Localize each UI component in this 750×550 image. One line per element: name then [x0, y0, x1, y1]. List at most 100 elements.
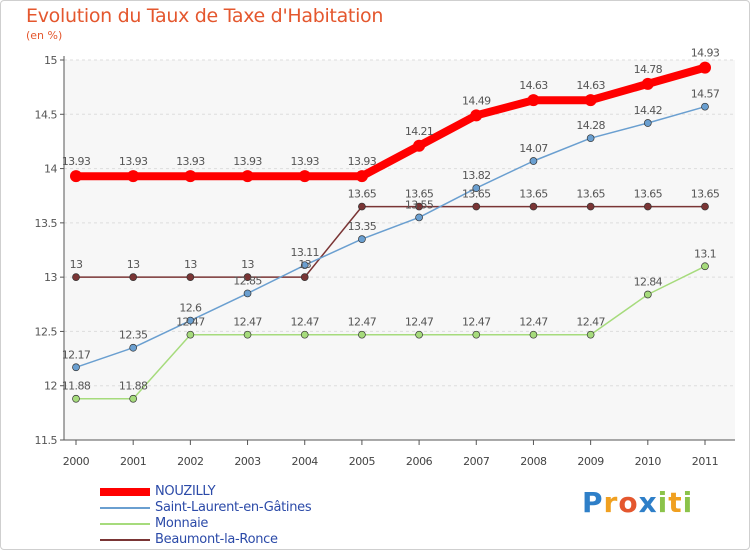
data-label: 12.47 [233, 316, 262, 329]
data-point [72, 394, 80, 403]
x-tick-label: 2004 [292, 455, 319, 468]
data-label: 13.65 [405, 188, 434, 201]
series-line [75, 265, 706, 400]
data-point [586, 330, 595, 339]
data-point [300, 261, 309, 270]
data-point [300, 273, 309, 281]
data-label: 11.88 [62, 380, 91, 393]
data-point [186, 316, 195, 325]
y-tick-label: 12.5 [35, 325, 58, 338]
data-point [643, 290, 652, 299]
data-point [358, 330, 366, 339]
data-label: 13.35 [348, 220, 377, 233]
data-point [586, 134, 595, 143]
data-label: 13.93 [62, 155, 91, 168]
data-label: 12.47 [290, 316, 319, 329]
x-tick-label: 2005 [349, 455, 376, 468]
data-point [701, 202, 709, 211]
data-point [413, 139, 426, 152]
data-label: 14.93 [691, 47, 720, 60]
data-point [584, 94, 597, 107]
data-label: 13.93 [348, 155, 377, 168]
data-point [699, 61, 711, 74]
data-point [127, 170, 140, 183]
data-label: 14.63 [576, 79, 605, 92]
data-point [186, 330, 195, 339]
data-point [72, 363, 80, 372]
data-label: 14.57 [691, 88, 720, 101]
x-tick-label: 2001 [120, 455, 146, 468]
data-label: 12.85 [233, 274, 262, 287]
data-point [243, 330, 252, 339]
x-tick-label: 2008 [520, 455, 547, 468]
data-point [643, 119, 652, 127]
data-label: 12.47 [576, 316, 605, 329]
logo-letter: x [638, 486, 658, 519]
data-label: 13.65 [462, 188, 491, 201]
y-tick-label: 13 [44, 271, 57, 284]
logo-letter: i [682, 486, 694, 519]
data-label: 14.42 [634, 104, 663, 117]
y-tick-label: 11.5 [35, 434, 58, 447]
data-point [358, 235, 366, 243]
data-label: 13 [184, 258, 197, 271]
y-tick-label: 13.5 [35, 217, 58, 230]
data-label: 14.21 [405, 125, 434, 138]
data-label: 13 [70, 258, 83, 271]
data-label: 13 [298, 258, 311, 271]
data-point [641, 77, 654, 90]
data-point [184, 170, 197, 183]
data-point [415, 213, 423, 222]
logo-letter: r [603, 486, 619, 519]
data-label: 12.47 [176, 316, 205, 329]
data-label: 13.93 [290, 155, 319, 168]
y-tick-label: 14 [44, 163, 57, 176]
data-label: 13.1 [694, 247, 716, 260]
data-point [243, 273, 252, 281]
data-point [70, 170, 82, 183]
data-label: 13.65 [576, 188, 605, 201]
legend-swatch-nouzilly [100, 488, 150, 496]
data-point [298, 170, 311, 183]
data-label: 13.11 [290, 246, 319, 259]
series-line [75, 105, 706, 369]
data-point [355, 170, 368, 183]
chart-title: Evolution du Taux de Taxe d'Habitation [26, 5, 384, 27]
legend-swatch-monnaie [100, 523, 150, 525]
data-point [527, 94, 540, 107]
data-point [472, 330, 481, 339]
data-label: 13.65 [634, 188, 663, 201]
data-label: 13.55 [405, 198, 434, 211]
y-tick-label: 14.5 [35, 108, 58, 121]
x-tick-label: 2000 [63, 455, 90, 468]
data-label: 14.78 [634, 63, 663, 76]
data-label: 13.93 [233, 155, 262, 168]
data-label: 13.65 [519, 188, 548, 201]
legend-label-nouzilly: NOUZILLY [155, 484, 216, 499]
data-point [241, 170, 254, 183]
logo-letter: o [618, 486, 639, 519]
data-point [470, 109, 483, 122]
data-label: 12.47 [405, 316, 434, 329]
data-label: 12.6 [179, 302, 202, 315]
data-point [243, 289, 252, 298]
data-label: 11.88 [119, 380, 148, 393]
data-point [129, 394, 138, 403]
x-tick-label: 2011 [692, 455, 718, 468]
data-point [129, 343, 138, 352]
y-tick-label: 12 [44, 380, 57, 393]
x-tick-label: 2010 [635, 455, 662, 468]
data-point [529, 330, 538, 339]
series-line [75, 205, 706, 278]
y-tick-label: 15 [44, 54, 57, 67]
data-point [586, 202, 595, 211]
data-label: 13.93 [119, 155, 148, 168]
proxiti-logo: Proxiti [582, 486, 693, 519]
logo-letter: P [582, 486, 604, 519]
x-tick-label: 2007 [463, 455, 490, 468]
data-label: 12.84 [634, 276, 663, 289]
data-label: 13.82 [462, 169, 491, 182]
data-label: 12.17 [62, 348, 91, 361]
data-label: 14.28 [576, 119, 605, 132]
x-tick-label: 2002 [177, 455, 203, 468]
